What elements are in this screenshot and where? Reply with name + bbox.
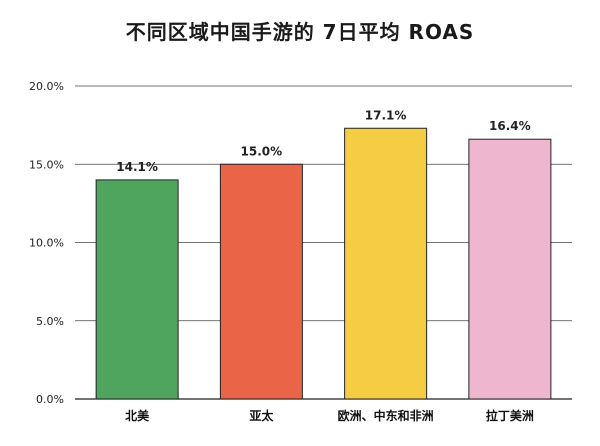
data-label: 15.0% bbox=[241, 144, 283, 158]
bar bbox=[95, 179, 179, 400]
x-tick-label: 北美 bbox=[125, 408, 150, 423]
bar bbox=[344, 127, 428, 400]
y-tick-label: 10.0% bbox=[29, 237, 64, 250]
y-tick-label: 5.0% bbox=[36, 315, 64, 328]
x-tick-label: 拉丁美洲 bbox=[486, 408, 534, 423]
y-tick-label: 20.0% bbox=[29, 80, 64, 93]
chart-title: 不同区域中国手游的 7日平均 ROAS bbox=[125, 20, 475, 44]
data-label: 17.1% bbox=[365, 108, 407, 122]
bar bbox=[219, 163, 303, 400]
x-tick-label: 亚太 bbox=[249, 408, 274, 423]
y-tick-label: 15.0% bbox=[29, 158, 64, 171]
y-tick-label: 0.0% bbox=[36, 393, 64, 406]
data-label: 16.4% bbox=[489, 119, 531, 133]
x-tick-label: 欧洲、中东和非洲 bbox=[338, 408, 434, 423]
data-label: 14.1% bbox=[116, 160, 158, 174]
bar bbox=[468, 138, 552, 400]
